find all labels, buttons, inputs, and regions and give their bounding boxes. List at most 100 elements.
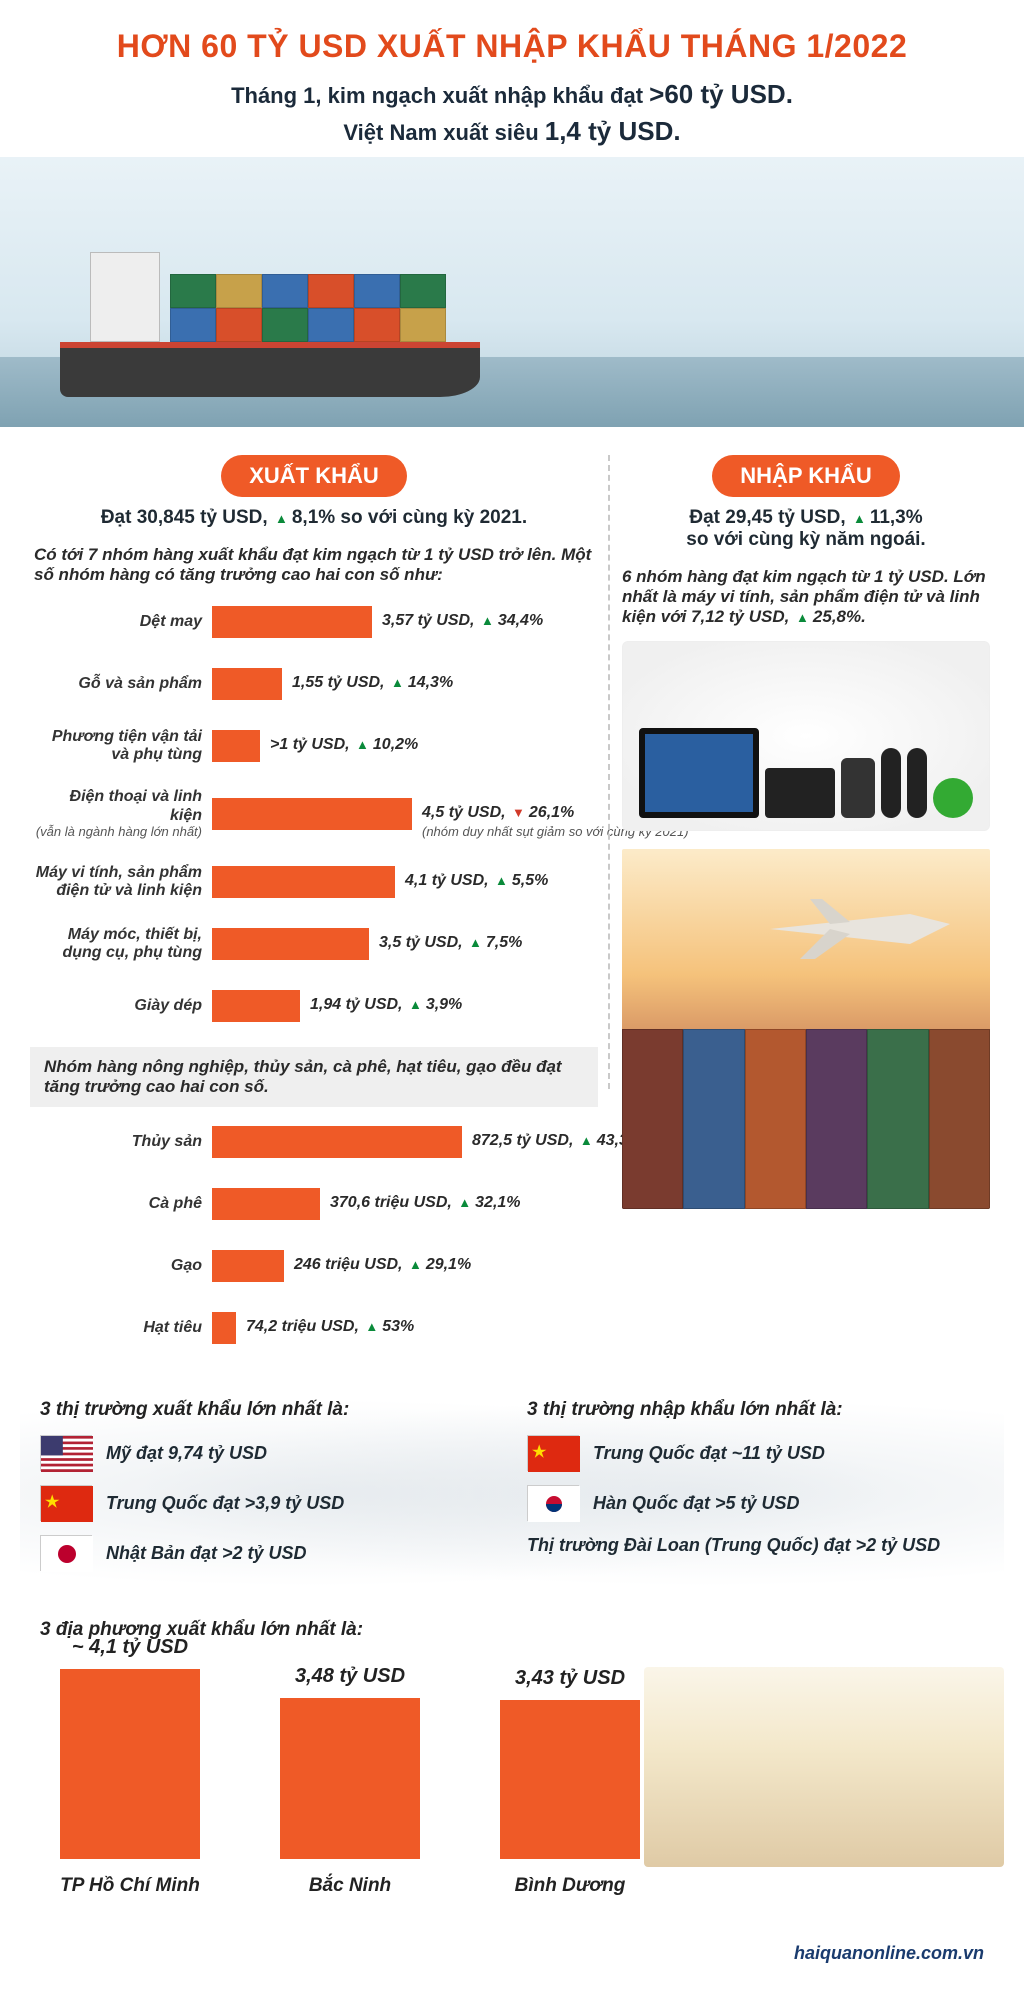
triangle-up-icon — [407, 1256, 426, 1273]
bar-label: Cà phê — [34, 1195, 212, 1213]
market-text: Hàn Quốc đạt >5 tỷ USD — [593, 1493, 800, 1514]
market-text: Nhật Bản đạt >2 tỷ USD — [106, 1543, 307, 1564]
bar — [212, 1188, 320, 1220]
main-title: HƠN 60 TỶ USD XUẤT NHẬP KHẨU THÁNG 1/202… — [40, 28, 984, 65]
market-text: Trung Quốc đạt >3,9 tỷ USD — [106, 1493, 344, 1514]
cargo-illustration — [622, 849, 990, 1209]
bar-label: Gỗ và sản phẩm — [34, 675, 212, 693]
bar — [212, 606, 372, 638]
market-item: Trung Quốc đạt ~11 tỷ USD — [527, 1435, 984, 1471]
market-item: Trung Quốc đạt >3,9 tỷ USD — [40, 1485, 497, 1521]
triangle-up-icon — [389, 674, 408, 691]
region-label: Bắc Ninh — [309, 1875, 391, 1897]
bar-value: 3,5 tỷ USD, 7,5% — [379, 934, 522, 952]
triangle-up-icon — [273, 507, 292, 528]
market-text: Trung Quốc đạt ~11 tỷ USD — [593, 1443, 825, 1464]
bar-row: Giày dép1,94 tỷ USD, 3,9% — [34, 983, 594, 1029]
bar-value: 246 triệu USD, 29,1% — [294, 1256, 471, 1274]
export-section: XUẤT KHẨU Đạt 30,845 tỷ USD, 8,1% so với… — [34, 455, 594, 1369]
export-agri-note: Nhóm hàng nông nghiệp, thủy sản, cà phê,… — [30, 1047, 598, 1107]
market-item: Hàn Quốc đạt >5 tỷ USD — [527, 1485, 984, 1521]
triangle-up-icon — [363, 1318, 382, 1335]
source-credit: haiquanonline.com.vn — [0, 1937, 1024, 1994]
region-value: 3,43 tỷ USD — [515, 1667, 625, 1690]
export-bar-chart: Dệt may 3,57 tỷ USD, 34,4% Gỗ và sản phẩm 1… — [34, 599, 594, 1029]
bar — [212, 990, 300, 1022]
bar-label: Máy vi tính, sản phẩm điện tử và linh ki… — [34, 864, 212, 901]
market-item: Nhật Bản đạt >2 tỷ USD — [40, 1535, 497, 1571]
triangle-up-icon — [407, 996, 426, 1013]
bar-row: Thủy sản872,5 tỷ USD, 43,3% — [34, 1119, 594, 1165]
bar-row: Điện thoại và linh kiện(vẫn là ngành hàn… — [34, 785, 594, 843]
flag-jp-icon — [40, 1535, 92, 1571]
bar-label: Điện thoại và linh kiện(vẫn là ngành hàn… — [34, 788, 212, 840]
triangle-up-icon — [794, 607, 813, 626]
import-lead: Đạt 29,45 tỷ USD, 11,3% so với cùng kỳ n… — [622, 507, 990, 551]
market-text: Thị trường Đài Loan (Trung Quốc) đạt >2 … — [527, 1535, 940, 1556]
flag-cn-icon — [40, 1485, 92, 1521]
bar-label: Hạt tiêu — [34, 1319, 212, 1337]
bar — [280, 1698, 420, 1859]
bar-row: Gạo 246 triệu USD, 29,1% — [34, 1243, 594, 1289]
bar-row: Phương tiện vận tải và phụ tùng >1 tỷ USD… — [34, 723, 594, 769]
region-bar: ~ 4,1 tỷ USD TP Hồ Chí Minh — [60, 1636, 200, 1897]
bar — [212, 866, 395, 898]
bar-value: 4,1 tỷ USD, 5,5% — [405, 872, 548, 890]
region-label: Bình Dương — [515, 1875, 626, 1897]
export-pill: XUẤT KHẨU — [221, 455, 407, 497]
electronics-illustration — [622, 641, 990, 831]
bar-value: 3,57 tỷ USD, 34,4% — [382, 612, 543, 630]
header: HƠN 60 TỶ USD XUẤT NHẬP KHẨU THÁNG 1/202… — [0, 0, 1024, 157]
markets-section: 3 thị trường xuất khẩu lớn nhất là: Mỹ đ… — [0, 1389, 1024, 1611]
bar-row: Hạt tiêu74,2 triệu USD, 53% — [34, 1305, 594, 1351]
bar-label: Gạo — [34, 1257, 212, 1275]
flag-cn-icon — [527, 1435, 579, 1471]
bar-value: 1,94 tỷ USD, 3,9% — [310, 996, 462, 1014]
triangle-up-icon — [578, 1132, 597, 1149]
bar — [212, 798, 412, 830]
bar-row: Máy móc, thiết bị, dụng cụ, phụ tùng 3,5 … — [34, 921, 594, 967]
bar-label: Máy móc, thiết bị, dụng cụ, phụ tùng — [34, 926, 212, 963]
bar — [212, 928, 369, 960]
region-bar: 3,48 tỷ USDBắc Ninh — [280, 1665, 420, 1897]
import-pill: NHẬP KHẨU — [712, 455, 900, 497]
bar — [212, 730, 260, 762]
bar-label: Dệt may — [34, 613, 212, 631]
export-desc: Có tới 7 nhóm hàng xuất khẩu đạt kim ngạ… — [34, 545, 594, 585]
bar-row: Dệt may 3,57 tỷ USD, 34,4% — [34, 599, 594, 645]
export-markets-title: 3 thị trường xuất khẩu lớn nhất là: — [40, 1399, 497, 1421]
divider-line — [608, 455, 610, 1089]
bar-value: 872,5 tỷ USD, 43,3% — [472, 1132, 642, 1150]
bar-label: Thủy sản — [34, 1133, 212, 1151]
import-desc: 6 nhóm hàng đạt kim ngạch từ 1 tỷ USD. L… — [622, 567, 990, 627]
flag-kr-icon — [527, 1485, 579, 1521]
plane-icon — [760, 889, 960, 969]
ship-icon — [60, 237, 480, 397]
subtitle-2: Việt Nam xuất siêu 1,4 tỷ USD. — [40, 116, 984, 147]
triangle-up-icon — [354, 736, 373, 753]
bar — [500, 1700, 640, 1859]
export-markets: 3 thị trường xuất khẩu lớn nhất là: Mỹ đ… — [40, 1399, 497, 1585]
export-lead: Đạt 30,845 tỷ USD, 8,1% so với cùng kỳ 2… — [34, 507, 594, 529]
market-text: Mỹ đạt 9,74 tỷ USD — [106, 1443, 267, 1464]
regions-bar-chart: ~ 4,1 tỷ USDTP Hồ Chí Minh3,48 tỷ USDBắc… — [40, 1667, 984, 1897]
bar-row: Máy vi tính, sản phẩm điện tử và linh ki… — [34, 859, 594, 905]
bar-row: Cà phê 370,6 triệu USD, 32,1% — [34, 1181, 594, 1227]
hero-port-illustration — [0, 157, 1024, 427]
export-agri-bar-chart: Thủy sản872,5 tỷ USD, 43,3% Cà phê 370,6 t… — [34, 1119, 594, 1351]
market-item: Mỹ đạt 9,74 tỷ USD — [40, 1435, 497, 1471]
bar — [212, 668, 282, 700]
bar — [212, 1312, 236, 1344]
bar — [212, 1250, 284, 1282]
triangle-up-icon — [467, 934, 486, 951]
bar-value: 1,55 tỷ USD, 14,3% — [292, 674, 453, 692]
flag-us-icon — [40, 1435, 92, 1471]
subtitle-1: Tháng 1, kim ngạch xuất nhập khẩu đạt >6… — [40, 79, 984, 110]
bar-label: Phương tiện vận tải và phụ tùng — [34, 728, 212, 765]
region-label: TP Hồ Chí Minh — [60, 1875, 200, 1897]
region-value: ~ 4,1 tỷ USD — [72, 1636, 188, 1659]
import-section: NHẬP KHẨU Đạt 29,45 tỷ USD, 11,3% so với… — [622, 455, 990, 1369]
triangle-up-icon — [851, 507, 870, 528]
bar-value: >1 tỷ USD, 10,2% — [270, 736, 418, 754]
bar-value: 370,6 triệu USD, 32,1% — [330, 1194, 521, 1212]
